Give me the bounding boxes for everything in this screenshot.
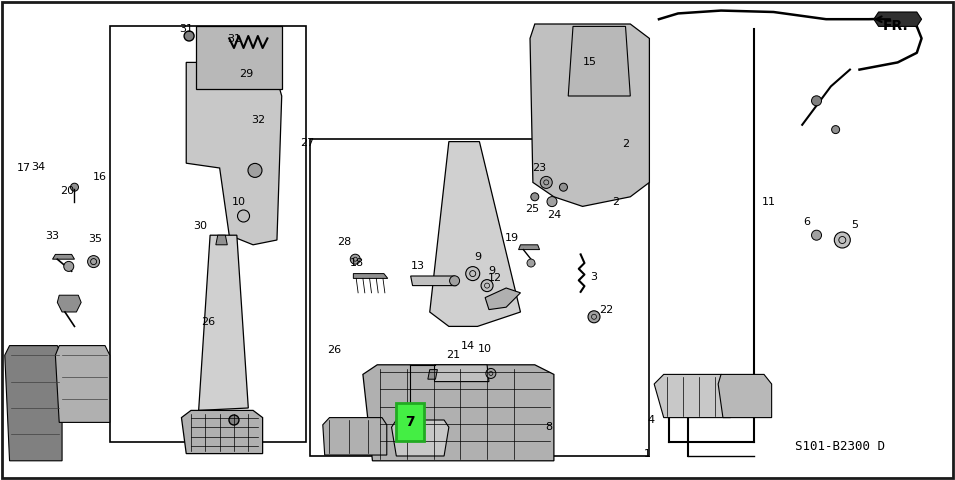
Polygon shape <box>392 420 449 456</box>
Polygon shape <box>186 62 282 245</box>
Circle shape <box>71 183 78 191</box>
Text: 22: 22 <box>600 305 613 314</box>
Circle shape <box>248 163 262 178</box>
Text: 23: 23 <box>533 163 546 173</box>
Text: 33: 33 <box>46 231 59 241</box>
Text: 27: 27 <box>301 138 314 148</box>
Polygon shape <box>530 24 649 206</box>
Text: 2: 2 <box>622 139 629 149</box>
Circle shape <box>466 266 479 281</box>
Text: 18: 18 <box>350 258 364 268</box>
Text: 16: 16 <box>94 172 107 181</box>
Text: 9: 9 <box>488 266 496 276</box>
Text: 10: 10 <box>478 345 492 354</box>
Polygon shape <box>718 374 772 418</box>
Text: 21: 21 <box>447 350 460 360</box>
Polygon shape <box>411 276 456 286</box>
Text: 28: 28 <box>337 238 350 247</box>
Text: 26: 26 <box>202 317 215 326</box>
Text: 11: 11 <box>762 197 775 206</box>
Polygon shape <box>55 346 110 422</box>
Circle shape <box>588 311 600 323</box>
Circle shape <box>88 255 99 268</box>
Polygon shape <box>181 410 263 454</box>
Circle shape <box>486 369 496 378</box>
Text: 7: 7 <box>406 415 415 429</box>
Text: 6: 6 <box>803 217 811 227</box>
Text: 35: 35 <box>89 234 102 244</box>
Circle shape <box>812 230 821 240</box>
Text: 24: 24 <box>547 210 561 220</box>
Text: 17: 17 <box>17 163 31 173</box>
Bar <box>396 403 424 441</box>
Circle shape <box>812 96 821 106</box>
Text: 5: 5 <box>851 220 859 229</box>
Text: 34: 34 <box>32 162 45 172</box>
Text: 25: 25 <box>525 204 539 214</box>
Polygon shape <box>428 370 437 379</box>
Circle shape <box>560 183 567 191</box>
Circle shape <box>64 262 74 271</box>
Polygon shape <box>485 288 520 310</box>
Text: 31: 31 <box>180 24 193 34</box>
Text: 4: 4 <box>647 415 655 425</box>
Circle shape <box>229 415 239 425</box>
Text: 30: 30 <box>194 221 207 230</box>
Polygon shape <box>199 235 248 410</box>
Polygon shape <box>874 12 922 26</box>
Polygon shape <box>363 365 554 461</box>
Circle shape <box>481 279 493 291</box>
Polygon shape <box>430 142 520 326</box>
Text: 1: 1 <box>644 449 651 458</box>
Circle shape <box>835 232 850 248</box>
Circle shape <box>541 176 552 188</box>
Text: 29: 29 <box>240 70 253 79</box>
Polygon shape <box>519 245 540 250</box>
Circle shape <box>527 259 535 267</box>
Polygon shape <box>5 346 62 461</box>
Circle shape <box>547 197 557 206</box>
Text: 19: 19 <box>505 233 519 242</box>
Text: FR.: FR. <box>883 19 908 34</box>
Text: 20: 20 <box>60 186 74 196</box>
Polygon shape <box>654 374 731 418</box>
Text: S101-B2300 D: S101-B2300 D <box>796 440 885 453</box>
Polygon shape <box>568 26 630 96</box>
Text: 8: 8 <box>545 422 553 432</box>
Polygon shape <box>53 254 74 259</box>
Circle shape <box>531 193 539 201</box>
Text: 32: 32 <box>251 115 265 125</box>
Circle shape <box>350 254 360 264</box>
Text: 10: 10 <box>232 197 245 206</box>
Text: 14: 14 <box>461 341 475 350</box>
Polygon shape <box>216 235 227 245</box>
Text: 26: 26 <box>328 346 341 355</box>
Text: 2: 2 <box>612 197 620 206</box>
Text: 3: 3 <box>590 273 598 282</box>
Text: 9: 9 <box>474 252 481 262</box>
Text: 31: 31 <box>227 35 241 44</box>
Text: 13: 13 <box>411 262 424 271</box>
Circle shape <box>184 31 194 41</box>
Text: 15: 15 <box>584 58 597 67</box>
Circle shape <box>450 276 459 286</box>
Polygon shape <box>435 365 489 382</box>
Polygon shape <box>353 274 388 278</box>
Circle shape <box>832 126 839 133</box>
Circle shape <box>238 210 249 222</box>
Polygon shape <box>57 295 81 312</box>
Text: 12: 12 <box>488 274 501 283</box>
Polygon shape <box>323 418 387 455</box>
Polygon shape <box>196 26 282 89</box>
